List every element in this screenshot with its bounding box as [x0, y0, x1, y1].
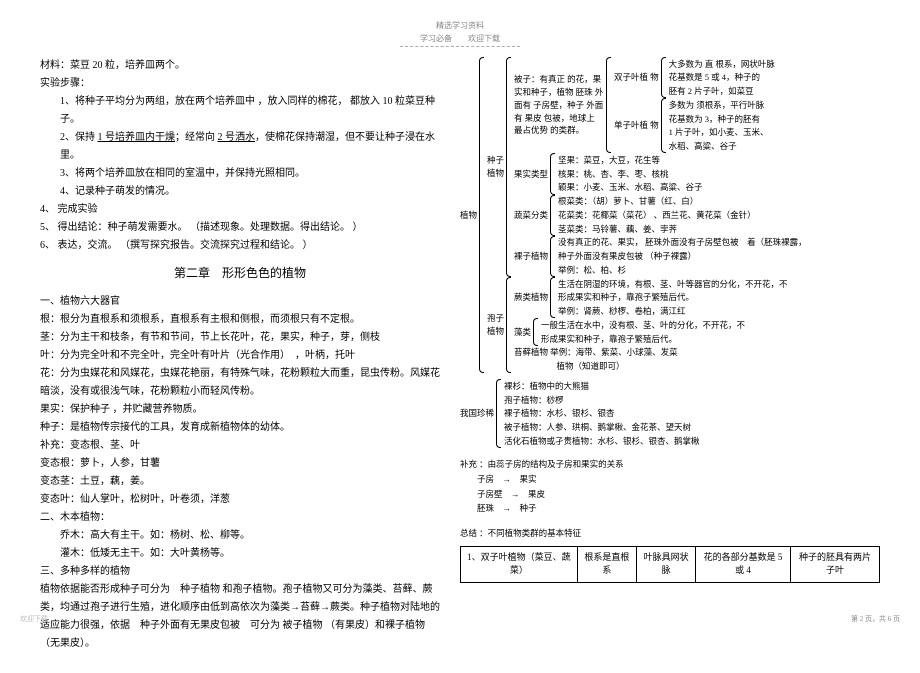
summary-table: 1、双子叶植物（菜豆、蔬菜） 根系是直根系 叶脉具网状脉 花的各部分基数是 5 … — [460, 546, 880, 583]
footer-right: 第 2 页，共 6 页 — [851, 614, 900, 624]
label-plant: 植物 — [460, 57, 479, 373]
label-rare: 我国珍稀 — [460, 379, 496, 448]
rel-1: 子房 → 果实 — [460, 473, 880, 486]
steps-title: 实验步骤： — [40, 75, 440, 93]
node-gymnosperm: 裸子植物 没有真正的花、果实， 胚珠外面没有子房壁包被 着（胚珠裸露， 种子外面… — [514, 236, 807, 277]
step-1: 1、将种子平均分为两组，放在两个培养皿中 ，放入同样的棉花， 都放入 10 粒菜… — [40, 93, 440, 129]
conclusion-line: 5、 得出结论：种子萌发需要水。 （描述现象。处理数据。得出结论。 ） — [40, 219, 440, 237]
node-rare: 我国珍稀 裸杉：植物中的大熊猫 孢子植物：桫椤 裸子植物：水杉、银杉、银杏 被子… — [460, 379, 880, 448]
label-spore-plant: 孢子植物 — [487, 277, 506, 373]
complete-title: 4、 完成实验 — [40, 201, 440, 219]
footer-left: 欢迎下载 — [20, 614, 48, 624]
node-veg-class: 蔬菜分类 根菜类：（胡）萝卜、甘薯（红、白） 花菜类：花椰菜（菜花） 、西兰花、… — [514, 195, 807, 236]
node-spore-plant: 孢子植物 蕨类植物 生活在阴湿的环境，有根、茎、叶等器官的分化，不开花，不 形成… — [487, 277, 807, 373]
express-line: 6、 表达，交流。 （撰写探究报告。交流探究过程和结论。 ） — [40, 237, 440, 255]
tree-type: 乔木：高大有主干。如：杨树、松、柳等。 — [40, 527, 440, 545]
label-fruit-class: 果实类型 — [514, 153, 550, 194]
node-fern: 蕨类植物 生活在阴湿的环境，有根、茎、叶等器官的分化，不开花，不 形成果实和种子… — [514, 277, 788, 318]
node-algae: 藻类 一般生活在水中，没有根、茎、叶的分化，不开花，不 形成果实和种子，靠孢子繁… — [514, 318, 788, 346]
chapter-title: 第二章 形形色色的植物 — [40, 263, 440, 285]
node-dicot: 双子叶植 物 大多数为 直 根系，网状叶脉 花基数是 5 或 4，种子的 胚有 … — [614, 57, 775, 98]
supplement-title: 补充 ：由蕊子房的结构及子房和果实的关系 — [460, 458, 880, 471]
label-gymnosperm: 裸子植物 — [514, 236, 550, 277]
cell-1-5: 种子的胚具有两片子叶 — [790, 546, 879, 582]
label-fern: 蕨类植物 — [514, 277, 550, 318]
h1: 一、植物六大器官 — [40, 293, 440, 311]
material-line: 材料：菜豆 20 粒，培养皿两个。 — [40, 57, 440, 75]
rel-2: 子房壁 → 果皮 — [460, 488, 880, 501]
var-leaf: 变态叶：仙人掌叶，松树叶，叶卷须，洋葱 — [40, 491, 440, 509]
header-sub: 学习必备 欢迎下载 — [400, 33, 520, 47]
moss-line2: 植物（知道即可） — [514, 360, 788, 374]
node-monocot: 单子叶植 物 多数为 须根系，平行叶脉 花基数为 3，种子的胚有 1 片子叶，如… — [614, 98, 775, 153]
flower-line: 花：分为虫媒花和风媒花，虫媒花艳丽，有特殊气味，花粉颗粒大而重，昆虫传粉。风媒花… — [40, 365, 440, 401]
h2: 二、木本植物： — [40, 509, 440, 527]
step-2: 2、保持 1 号培养皿内干燥；经常向 2 号洒水，使棉花保持潮湿，但不要让种子浸… — [40, 129, 440, 165]
label-seed-plant: 种子植物 — [487, 57, 506, 277]
main-columns: 材料：菜豆 20 粒，培养皿两个。 实验步骤： 1、将种子平均分为两组，放在两个… — [40, 57, 880, 653]
rel-3: 胚珠 → 种子 — [460, 502, 880, 515]
root-line: 根：根分为直根系和须根系，直根系有主根和侧根，而须根只有不定根。 — [40, 311, 440, 329]
step-4: 4、记录种子萌发的情况。 — [40, 183, 440, 201]
supplement-line: 补充：变态根、茎、叶 — [40, 437, 440, 455]
step-3: 3、将两个培养皿放在相同的室温中，并保持光照相同。 — [40, 165, 440, 183]
label-dicot: 双子叶植 物 — [614, 57, 661, 98]
seed-line: 种子：是植物传宗接代的工具，发育成新植物体的幼体。 — [40, 419, 440, 437]
left-column: 材料：菜豆 20 粒，培养皿两个。 实验步骤： 1、将种子平均分为两组，放在两个… — [40, 57, 440, 653]
cell-1-2: 根系是直根系 — [577, 546, 636, 582]
label-veg-class: 蔬菜分类 — [514, 195, 550, 236]
node-seed-plant: 种子植物 被子：有真正 的花，果实和种子，植物 胚珠 外面有 子房壁，种子 外面… — [487, 57, 807, 277]
label-monocot: 单子叶植 物 — [614, 98, 661, 153]
fruit-line: 果实：保护种子 ，并贮藏营养物质。 — [40, 401, 440, 419]
node-fruit-class: 果实类型 坚果：菜豆，大豆，花生等 核果：桃、杏、李、枣、核桃 颖果：小麦、玉米… — [514, 153, 807, 194]
moss-line: 苔藓植物 举例：海带、紫菜、小球藻、发菜 — [514, 346, 788, 360]
shrub-type: 灌木：低矮无主干。如：大叶黄杨等。 — [40, 545, 440, 563]
node-angiosperm: 被子：有真正 的花，果实和种子，植物 胚珠 外面有 子房壁，种子 外面有 果皮 … — [514, 57, 807, 153]
h3: 三、多种多样的植物 — [40, 563, 440, 581]
cell-1-1: 1、双子叶植物（菜豆、蔬菜） — [461, 546, 578, 582]
cell-1-3: 叶脉具网状脉 — [636, 546, 695, 582]
angiosperm-desc: 被子：有真正 的花，果实和种子，植物 胚珠 外面有 子房壁，种子 外面有 果皮 … — [514, 57, 606, 153]
right-column: 植物 种子植物 被子：有真正 的花，果实和种子，植物 胚珠 外面有 子房壁，种子… — [460, 57, 880, 653]
var-stem: 变态茎：土豆，藕，姜。 — [40, 473, 440, 491]
var-root: 变态根：萝卜，人参，甘薯 — [40, 455, 440, 473]
header-top: 精选学习资料 — [40, 20, 880, 31]
leaf-line: 叶：分为完全叶和不完全叶，完全叶有叶片（光合作用） ，叶柄，托叶 — [40, 347, 440, 365]
plant-tree-root: 植物 种子植物 被子：有真正 的花，果实和种子，植物 胚珠 外面有 子房壁，种子… — [460, 57, 880, 373]
stem-line: 茎：分为主干和枝条，有节和节间，节上长花叶，花，果实，种子，芽，侧枝 — [40, 329, 440, 347]
cell-1-4: 花的各部分基数是 5 或 4 — [696, 546, 791, 582]
summary-title: 总结 ：不同植物类群的基本特征 — [460, 527, 880, 540]
label-algae: 藻类 — [514, 318, 533, 346]
diversity: 植物依据能否形成种子可分为 种子植物 和孢子植物。孢子植物又可分为藻类、苔藓、蕨… — [40, 581, 440, 653]
table-row: 1、双子叶植物（菜豆、蔬菜） 根系是直根系 叶脉具网状脉 花的各部分基数是 5 … — [461, 546, 880, 582]
